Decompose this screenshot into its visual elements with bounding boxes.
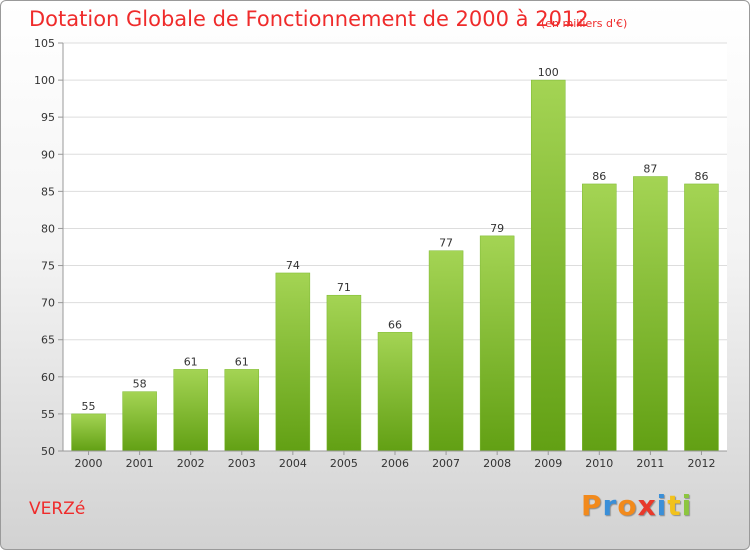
brand-letter: P xyxy=(581,489,603,522)
bar-value-label: 79 xyxy=(490,222,504,235)
brand-logo: Proxiti xyxy=(581,489,692,522)
x-tick-label: 2005 xyxy=(330,457,358,470)
bar-2011 xyxy=(633,176,668,452)
y-tick-label: 105 xyxy=(34,37,55,50)
y-tick-label: 70 xyxy=(41,297,55,310)
bar-2009 xyxy=(530,79,566,452)
brand-letter: i xyxy=(656,489,668,522)
chart-title: Dotation Globale de Fonctionnement de 20… xyxy=(29,7,589,31)
bar-value-label: 86 xyxy=(694,170,708,183)
bars: 55 58 61 61 74 71 66 77 79 100 86 87 86 xyxy=(71,66,719,452)
x-tick-label: 2004 xyxy=(279,457,307,470)
x-tick-label: 2010 xyxy=(585,457,613,470)
bar-2007 xyxy=(428,250,464,452)
bar-2003 xyxy=(224,369,260,452)
bar-value-label: 100 xyxy=(538,66,559,79)
bar-value-label: 55 xyxy=(82,400,96,413)
brand-letter: r xyxy=(602,489,618,522)
x-tick-label: 2008 xyxy=(483,457,511,470)
commune-name: VERZé xyxy=(29,499,86,519)
y-axis-ticks: 50 55 60 65 70 75 80 85 90 95 100 105 xyxy=(34,37,63,458)
bar-value-label: 61 xyxy=(235,355,249,368)
bar-value-label: 86 xyxy=(592,170,606,183)
bar-2005 xyxy=(326,294,362,452)
x-tick-label: 2002 xyxy=(177,457,205,470)
x-tick-label: 2001 xyxy=(126,457,154,470)
y-tick-label: 50 xyxy=(41,445,55,458)
bar-2008 xyxy=(479,235,515,452)
bar-2001 xyxy=(122,391,157,452)
bar-value-label: 61 xyxy=(184,355,198,368)
bar-2012 xyxy=(684,183,719,452)
y-tick-label: 60 xyxy=(41,371,55,384)
y-tick-label: 75 xyxy=(41,260,55,273)
x-tick-label: 2007 xyxy=(432,457,460,470)
x-axis-ticks: 2000 2001 2002 2003 2004 2005 2006 2007 2008 2009… xyxy=(75,451,715,470)
bar-value-label: 58 xyxy=(133,378,147,391)
bar-2000 xyxy=(71,413,106,452)
bar-value-label: 74 xyxy=(286,259,300,272)
bar-2002 xyxy=(173,369,208,452)
bar-value-label: 71 xyxy=(337,281,351,294)
bar-value-label: 66 xyxy=(388,318,402,331)
x-tick-label: 2003 xyxy=(228,457,256,470)
brand-letter: x xyxy=(637,489,657,522)
bar-value-label: 77 xyxy=(439,237,453,250)
brand-letter: i xyxy=(681,489,693,522)
bar-value-label: 87 xyxy=(643,163,657,176)
x-tick-label: 2011 xyxy=(636,457,664,470)
x-tick-label: 2012 xyxy=(687,457,715,470)
y-tick-label: 95 xyxy=(41,111,55,124)
x-tick-label: 2006 xyxy=(381,457,409,470)
y-tick-label: 100 xyxy=(34,74,55,87)
x-tick-label: 2000 xyxy=(75,457,103,470)
brand-letter: t xyxy=(667,489,682,522)
y-tick-label: 85 xyxy=(41,185,55,198)
chart-subtitle: (en milliers d'€) xyxy=(541,17,628,30)
y-tick-label: 55 xyxy=(41,408,55,421)
y-tick-label: 80 xyxy=(41,222,55,235)
bar-2010 xyxy=(582,183,617,452)
bar-2006 xyxy=(377,332,413,452)
x-tick-label: 2009 xyxy=(534,457,562,470)
y-tick-label: 65 xyxy=(41,334,55,347)
brand-letter: o xyxy=(617,489,638,522)
y-tick-label: 90 xyxy=(41,148,55,161)
bar-2004 xyxy=(275,272,311,452)
